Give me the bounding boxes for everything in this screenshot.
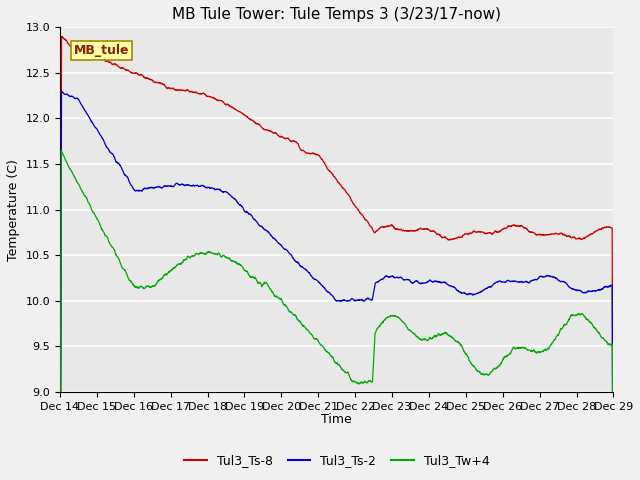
Text: MB_tule: MB_tule [74, 44, 129, 57]
X-axis label: Time: Time [321, 413, 352, 426]
Legend: Tul3_Ts-8, Tul3_Ts-2, Tul3_Tw+4: Tul3_Ts-8, Tul3_Ts-2, Tul3_Tw+4 [179, 449, 494, 472]
Title: MB Tule Tower: Tule Temps 3 (3/23/17-now): MB Tule Tower: Tule Temps 3 (3/23/17-now… [172, 7, 501, 22]
Y-axis label: Temperature (C): Temperature (C) [7, 159, 20, 261]
